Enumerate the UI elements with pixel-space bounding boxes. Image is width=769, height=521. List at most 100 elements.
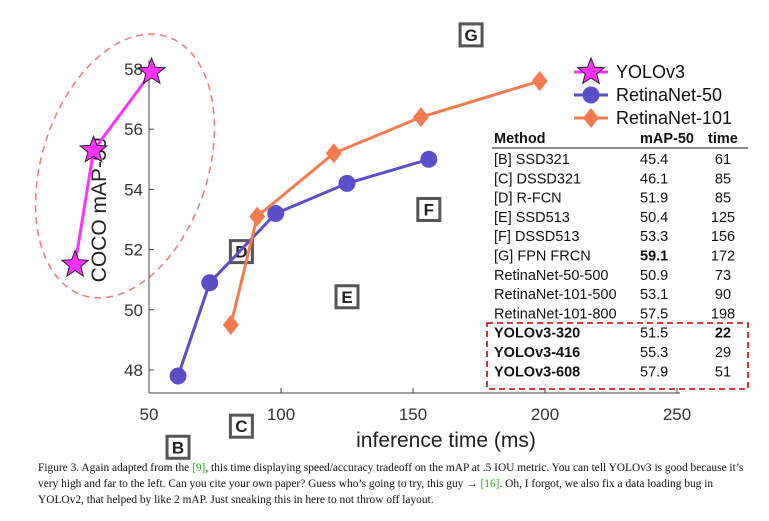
method-label-text: C	[235, 417, 247, 436]
table-row: [E] SSD513 50.4 125	[494, 210, 735, 226]
table-cell-map: 50.9	[640, 268, 668, 284]
table-cell-method: YOLOv3-608	[494, 364, 580, 380]
table-header-cell: mAP-50	[640, 131, 694, 147]
data-point	[169, 367, 187, 385]
table-cell-method: [B] SSD321	[494, 152, 570, 168]
table-cell-time: 85	[715, 191, 731, 207]
table-header-cell: Method	[494, 131, 546, 147]
table-row: [F] DSSD513 53.3 156	[494, 229, 735, 245]
series-line	[176, 157, 430, 377]
data-point	[136, 56, 167, 85]
method-label-box	[228, 413, 254, 439]
legend-entry: RetinaNet-50	[616, 85, 722, 105]
method-label-b: B	[165, 434, 191, 460]
table-cell-map: 50.4	[640, 210, 668, 226]
figure-chart: 50 100 150 200 250 48 50 52 54 56 58 inference ti…	[34, 22, 749, 460]
caption-ref-16[interactable]: [16]	[480, 478, 500, 490]
axes	[148, 60, 680, 394]
method-label-text: F	[424, 200, 434, 219]
table-cell-time: 22	[715, 326, 731, 342]
table-row: RetinaNet-101-800 57.5 198	[494, 306, 735, 322]
x-tick-label: 100	[267, 405, 295, 424]
y-tick-label: 54	[124, 180, 143, 199]
table-row: [B] SSD321 45.4 61	[494, 152, 731, 168]
y-ticks: 48 50 52 54 56 58	[124, 60, 154, 380]
table-cell-time: 29	[715, 345, 731, 361]
results-table: Method mAP-50 time [B] SSD321 45.4 61 [C] DSSD…	[492, 131, 748, 380]
yolo-table-highlight	[486, 322, 749, 390]
data-point	[531, 71, 548, 92]
table-cell-time: 125	[711, 210, 735, 226]
table-row: YOLOv3-416 55.3 29	[494, 345, 731, 361]
table-row: YOLOv3-608 57.9 51	[494, 364, 731, 380]
table-cell-method: [E] SSD513	[494, 210, 570, 226]
y-tick-label: 56	[124, 120, 143, 139]
series-retinanet-50	[169, 150, 438, 385]
legend-marker	[582, 86, 600, 104]
method-label-text: B	[172, 438, 184, 457]
data-point	[249, 206, 266, 227]
method-label-box	[334, 284, 360, 310]
table-cell-map: 51.5	[640, 326, 668, 342]
figure-caption: Figure 3. Again adapted from the [9], th…	[38, 460, 753, 508]
data-point	[222, 314, 239, 335]
table-cell-time: 85	[715, 171, 731, 187]
method-label-c: C	[228, 413, 254, 439]
table-cell-time: 90	[715, 287, 731, 303]
table-cell-method: RetinaNet-101-500	[494, 287, 617, 303]
table-row: RetinaNet-101-500 53.1 90	[494, 287, 731, 303]
x-tick-label: 50	[140, 405, 159, 424]
table-cell-map: 59.1	[640, 249, 668, 265]
table-row: [D] R-FCN 51.9 85	[494, 191, 731, 207]
table-cell-time: 172	[711, 249, 735, 265]
table-cell-method: [C] DSSD321	[494, 171, 581, 187]
x-axis-label: inference time (ms)	[356, 429, 536, 452]
table-row: [C] DSSD321 46.1 85	[494, 171, 731, 187]
caption-text-2: , this time displaying speed/accuracy tr…	[38, 462, 744, 490]
y-tick-label: 52	[124, 241, 143, 260]
x-tick-label: 200	[531, 405, 559, 424]
legend-marker	[576, 56, 606, 85]
caption-ref-9[interactable]: [9]	[192, 462, 206, 474]
data-point	[60, 249, 90, 278]
table-cell-map: 57.9	[640, 364, 668, 380]
data-point	[420, 150, 438, 168]
table-row: YOLOv3-320 51.5 22	[494, 326, 731, 342]
method-label-g: G	[458, 22, 484, 48]
table-cell-map: 55.3	[640, 345, 668, 361]
method-label-box	[165, 434, 191, 460]
table-cell-method: [F] DSSD513	[494, 229, 579, 245]
data-point	[78, 134, 109, 163]
data-point	[338, 174, 356, 192]
legend: YOLOv3 RetinaNet-50 RetinaNet-101	[574, 56, 732, 128]
table-cell-time: 51	[715, 364, 731, 380]
caption-text-3: . Oh, I forgot, we also fix a data loadi…	[38, 478, 714, 506]
method-label-text: G	[464, 26, 477, 45]
y-tick-label: 50	[124, 301, 143, 320]
x-tick-label: 150	[399, 405, 427, 424]
legend-entry: RetinaNet-101	[616, 108, 732, 128]
data-point	[267, 204, 285, 222]
table-cell-time: 73	[715, 268, 731, 284]
table-cell-time: 61	[715, 152, 731, 168]
x-ticks: 50 100 150 200 250	[140, 388, 691, 424]
method-label-box	[458, 22, 484, 48]
table-cell-map: 53.3	[640, 229, 668, 245]
table-cell-method: YOLOv3-416	[494, 345, 580, 361]
data-point	[201, 274, 219, 292]
y-tick-label: 48	[124, 361, 143, 380]
table-cell-method: RetinaNet-101-800	[494, 306, 617, 322]
method-label-box	[416, 196, 442, 222]
yolo-highlight-ellipse	[34, 33, 216, 299]
table-cell-map: 45.4	[640, 152, 668, 168]
table-cell-map: 53.1	[640, 287, 668, 303]
series-line	[73, 71, 153, 265]
table-cell-map: 57.5	[640, 306, 668, 322]
data-point	[412, 107, 429, 128]
table-row: [G] FPN FRCN 59.1 172	[494, 249, 735, 265]
x-tick-label: 250	[663, 405, 691, 424]
series-yolov3	[60, 56, 167, 278]
table-row: RetinaNet-50-500 50.9 73	[494, 268, 731, 284]
table-cell-method: RetinaNet-50-500	[494, 268, 608, 284]
table-cell-method: [D] R-FCN	[494, 191, 562, 207]
